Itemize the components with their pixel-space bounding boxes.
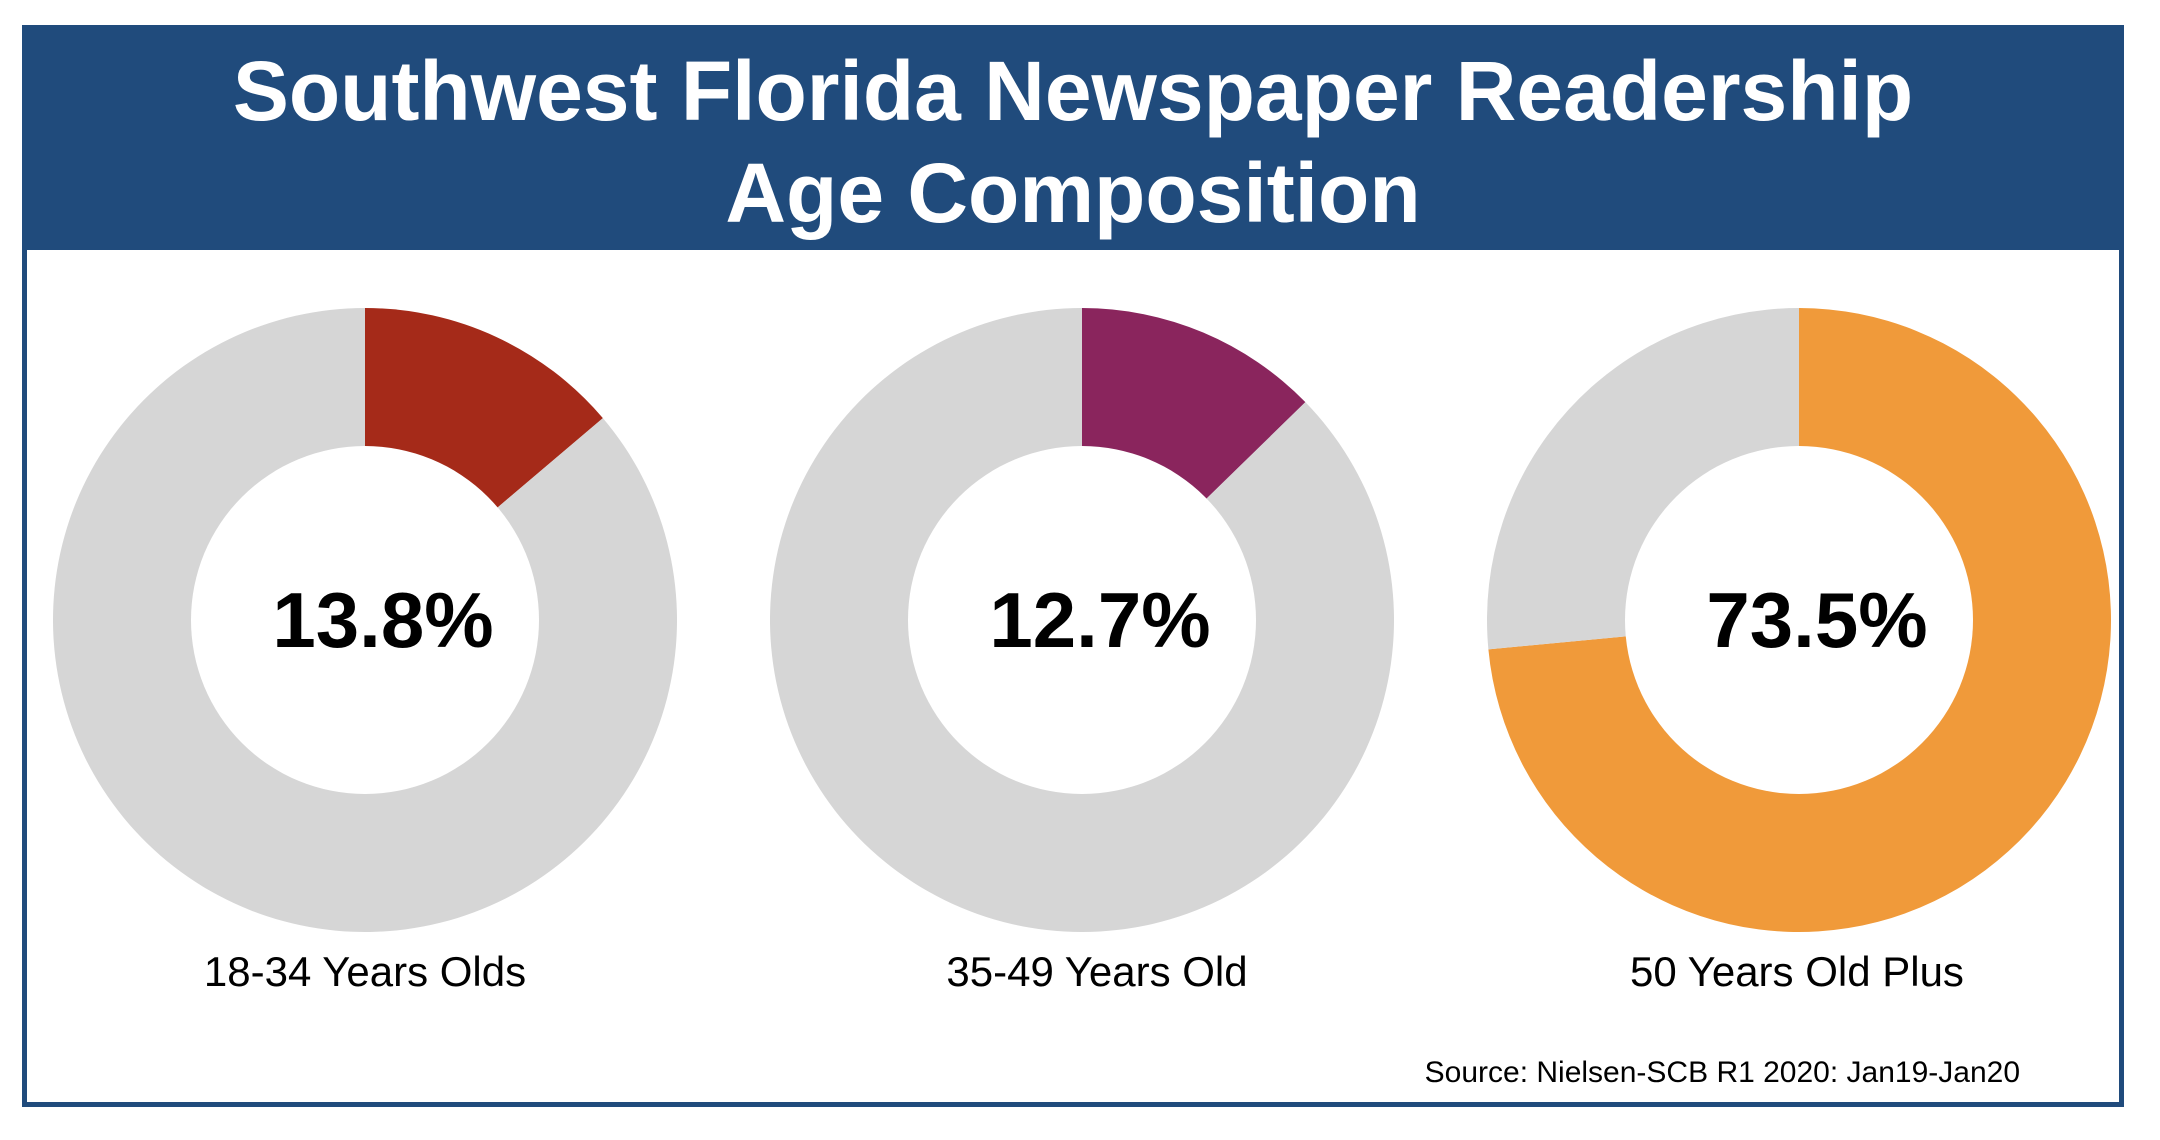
donut-center-label-18-34: 13.8% <box>272 576 493 664</box>
donut-label-35-49: 35-49 Years Old <box>946 948 1248 995</box>
chart-title: Southwest Florida Newspaper Readership <box>232 44 1914 138</box>
donut-label-18-34: 18-34 Years Olds <box>203 948 527 995</box>
donut-center-label-50-plus: 73.5% <box>1706 576 1927 664</box>
chart-subtitle: Age Composition <box>725 146 1421 240</box>
chart-header: Southwest Florida Newspaper Readership A… <box>27 30 2119 250</box>
donut-hole-35-49 <box>908 446 1256 794</box>
donut-label-50-plus: 50 Years Old Plus <box>1630 948 1964 995</box>
donut-hole-18-34 <box>191 446 539 794</box>
donut-hole-50-plus <box>1625 446 1973 794</box>
donut-center-label-35-49: 12.7% <box>989 576 1210 664</box>
source-note: Source: Nielsen-SCB R1 2020: Jan19-Jan20 <box>1424 1056 2020 1089</box>
